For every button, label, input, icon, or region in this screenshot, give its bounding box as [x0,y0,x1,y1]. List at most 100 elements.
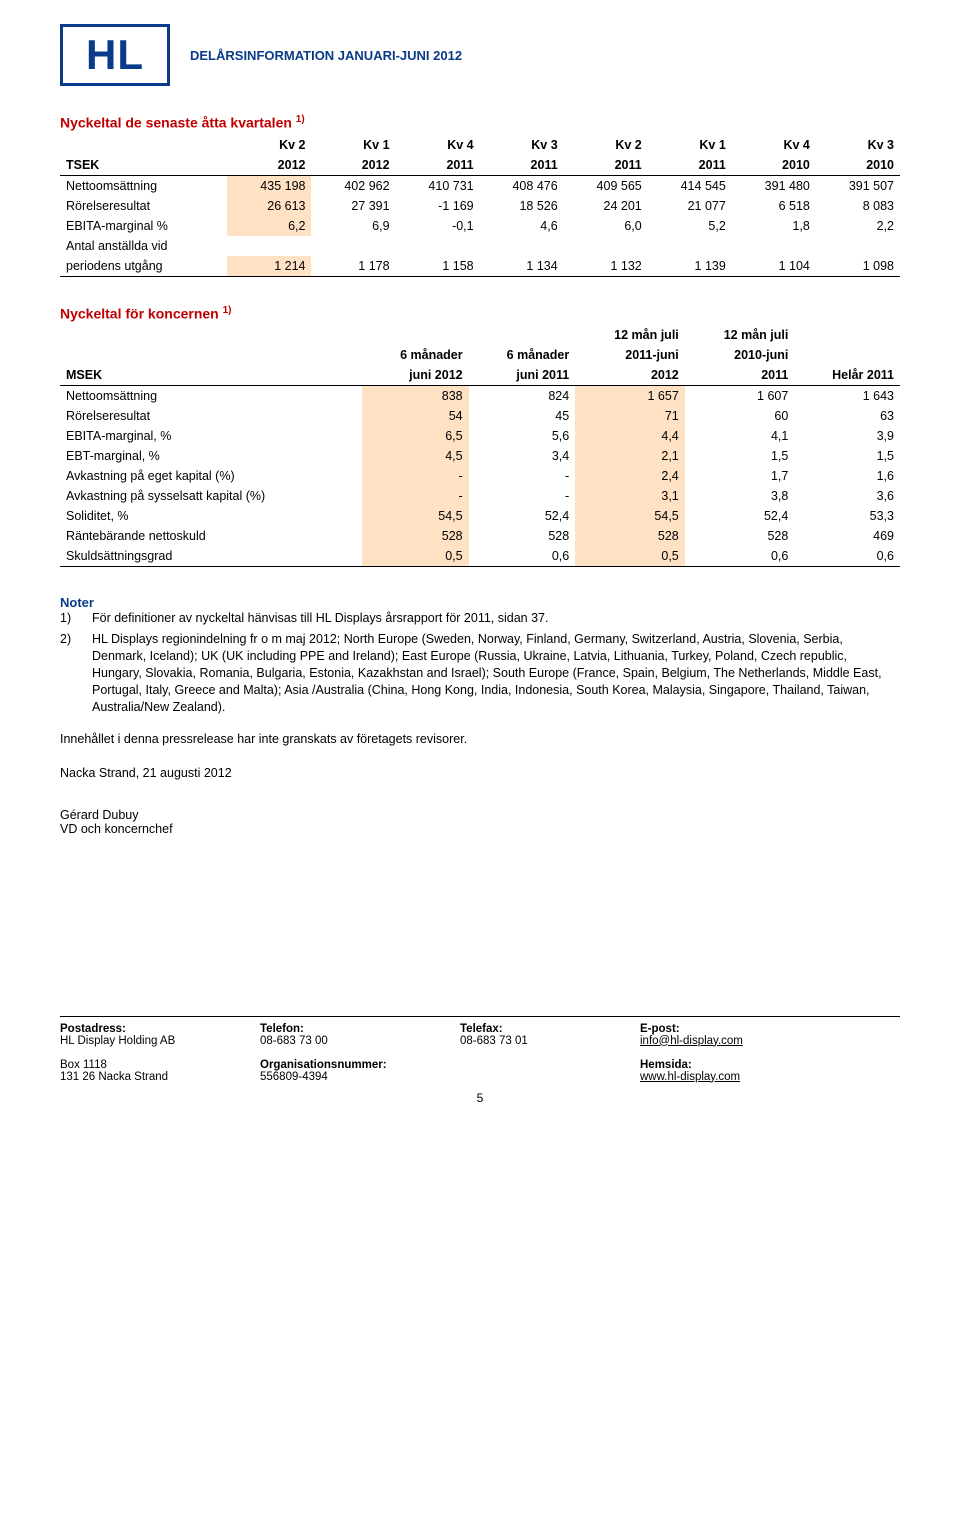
row-label: periodens utgång [60,256,227,277]
cell: 1 104 [732,256,816,277]
col-header [794,345,900,365]
cell: 52,4 [685,506,795,526]
cell: 53,3 [794,506,900,526]
page-number: 5 [60,1091,900,1105]
footer: Postadress:HL Display Holding ABTelefon:… [60,1016,900,1105]
cell: 414 545 [648,175,732,196]
col-header: 2010-juni [685,345,795,365]
cell: - [469,466,576,486]
row-label: Avkastning på sysselsatt kapital (%) [60,486,362,506]
cell: 528 [362,526,469,546]
cell: 54,5 [362,506,469,526]
cell: 1 178 [311,256,395,277]
cell: 2,4 [575,466,685,486]
cell: 3,8 [685,486,795,506]
logo-text: HL [86,31,144,79]
footer-cell: Hemsida:www.hl-display.com [640,1059,900,1083]
note-number: 1) [60,610,80,627]
table-koncernen: 12 mån juli12 mån juli6 månader6 månader… [60,325,900,567]
signer-role: VD och koncernchef [60,822,900,836]
cell: 469 [794,526,900,546]
place-date: Nacka Strand, 21 augusti 2012 [60,766,900,780]
row-label: EBITA-marginal, % [60,426,362,446]
row-label: Nettoomsättning [60,386,362,407]
footer-cell: Telefax:08-683 73 01 [460,1023,640,1047]
cell: 3,1 [575,486,685,506]
footer-value: www.hl-display.com [640,1071,900,1083]
cell: 52,4 [469,506,576,526]
col-header: 2011 [685,365,795,386]
cell: 528 [575,526,685,546]
cell [732,236,816,256]
doc-header: HL DELÅRSINFORMATION JANUARI-JUNI 2012 [60,24,900,86]
cell: 1 657 [575,386,685,407]
cell: 1 132 [564,256,648,277]
cell: 6,9 [311,216,395,236]
cell [564,236,648,256]
cell: 1 158 [396,256,480,277]
cell: 60 [685,406,795,426]
col-header: Kv 2 [564,135,648,155]
notes: Noter 1)För definitioner av nyckeltal hä… [60,595,900,745]
cell [480,236,564,256]
cell: 8 083 [816,196,900,216]
col-header: Kv 1 [311,135,395,155]
cell [396,236,480,256]
col-header: Helår 2011 [794,365,900,386]
cell: 27 391 [311,196,395,216]
table-row: Nettoomsättning435 198402 962410 731408 … [60,175,900,196]
cell: 1 139 [648,256,732,277]
note-number: 2) [60,631,80,715]
table-row: Nettoomsättning8388241 6571 6071 643 [60,386,900,407]
col-header [794,325,900,345]
cell: 3,9 [794,426,900,446]
footer-link[interactable]: info@hl-display.com [640,1035,743,1047]
cell: 2,1 [575,446,685,466]
cell: 409 565 [564,175,648,196]
cell: 1 134 [480,256,564,277]
cell: 54,5 [575,506,685,526]
cell: 1,5 [794,446,900,466]
cell: 24 201 [564,196,648,216]
cell: 838 [362,386,469,407]
cell: 0,5 [575,546,685,567]
col-header [60,345,362,365]
cell: 3,4 [469,446,576,466]
cell: 6,0 [564,216,648,236]
col-subheader: 2012 [311,155,395,176]
footer-cell [460,1059,640,1083]
table-row: EBITA-marginal %6,26,9-0,14,66,05,21,82,… [60,216,900,236]
table-row: Avkastning på eget kapital (%)--2,41,71,… [60,466,900,486]
note-text: HL Displays regionindelning fr o m maj 2… [92,631,900,715]
footer-value: info@hl-display.com [640,1035,900,1047]
col-header: 12 mån juli [685,325,795,345]
disclaimer: Innehållet i denna pressrelease har inte… [60,732,900,746]
col-header [469,325,576,345]
note-text: För definitioner av nyckeltal hänvisas t… [92,610,548,627]
cell [648,236,732,256]
footer-value: 08-683 73 01 [460,1035,640,1047]
table-row: Rörelseresultat26 61327 391-1 16918 5262… [60,196,900,216]
cell: 0,6 [685,546,795,567]
cell [227,236,311,256]
row-label: Rörelseresultat [60,406,362,426]
cell: 0,5 [362,546,469,567]
footer-value: HL Display Holding AB [60,1035,260,1047]
cell: 391 480 [732,175,816,196]
col-subheader: 2011 [648,155,732,176]
col-subheader: 2012 [227,155,311,176]
cell: 1 214 [227,256,311,277]
row-label: Nettoomsättning [60,175,227,196]
cell: 63 [794,406,900,426]
footer-link[interactable]: www.hl-display.com [640,1071,740,1083]
cell: 5,2 [648,216,732,236]
footer-cell: Organisationsnummer:556809-4394 [260,1059,460,1083]
cell [816,236,900,256]
row-label: Antal anställda vid [60,236,227,256]
col-header: Kv 3 [816,135,900,155]
cell: 45 [469,406,576,426]
cell: 71 [575,406,685,426]
col-header: 2011-juni [575,345,685,365]
cell: -1 169 [396,196,480,216]
footer-label: Telefon: [260,1023,460,1035]
